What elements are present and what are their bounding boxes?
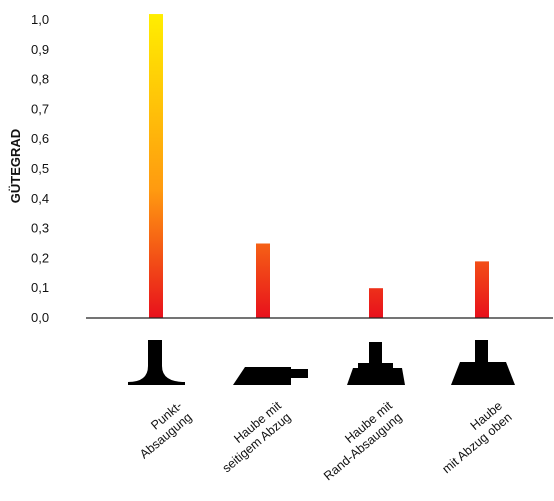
category-label: Punkt-Absaugung [127,399,194,462]
y-tick-label: 0,9 [31,42,49,57]
bar [149,14,163,318]
y-tick-label: 0,6 [31,131,49,146]
y-tick-label: 0,1 [31,280,49,295]
y-axis-ticks: 0,0 0,1 0,2 0,3 0,4 0,5 0,6 0,7 0,8 0,9 1,0 [31,12,49,325]
y-tick-label: 1,0 [31,12,49,27]
bar [475,261,489,318]
category-label: Haubemit Abzug oben [430,399,515,477]
category-label: Haube mitRand-Absaugung [311,398,405,483]
bar [369,288,383,318]
rim-extraction-hood-icon [347,342,405,385]
y-tick-label: 0,4 [31,191,49,206]
y-axis-label: GÜTEGRAD [8,129,23,203]
bars [149,14,489,318]
y-tick-label: 0,7 [31,101,49,116]
y-tick-label: 0,5 [31,161,49,176]
y-tick-label: 0,0 [31,310,49,325]
bar [256,243,270,318]
category-label: Haube mitseitigem Abzug [210,398,294,475]
y-tick-label: 0,8 [31,72,49,87]
y-tick-label: 0,2 [31,250,49,265]
top-extraction-hood-icon [451,340,515,385]
point-extraction-icon [128,340,185,385]
y-tick-label: 0,3 [31,221,49,236]
side-extraction-hood-icon [233,367,308,385]
category-labels: Punkt-Absaugung Haube mitseitigem Abzug Ha… [127,398,515,483]
